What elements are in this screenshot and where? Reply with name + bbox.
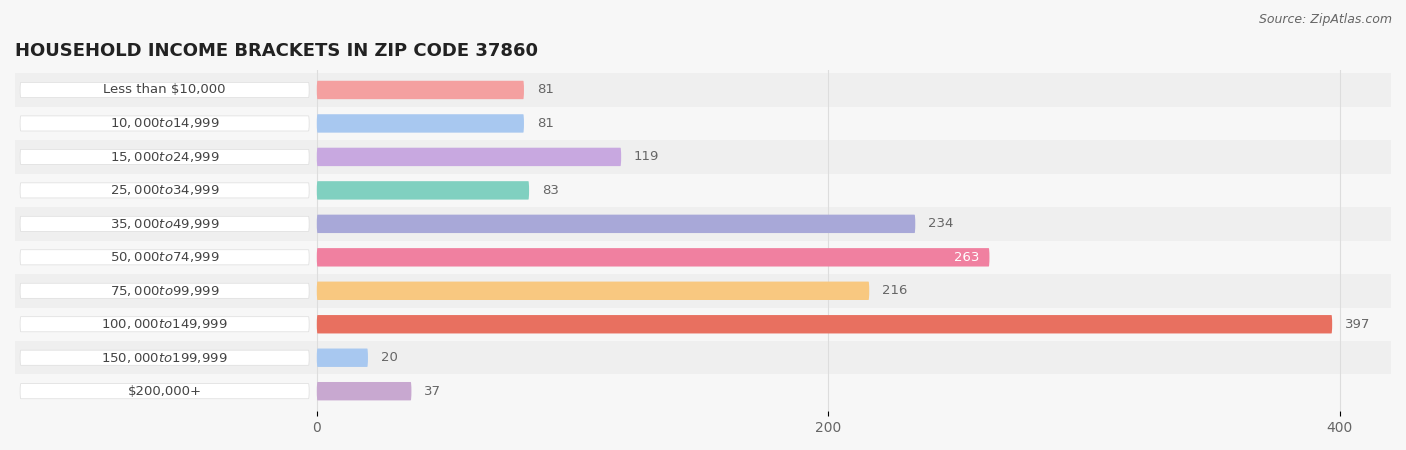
FancyBboxPatch shape: [316, 315, 1331, 333]
Text: $35,000 to $49,999: $35,000 to $49,999: [110, 217, 219, 231]
Text: 20: 20: [381, 351, 398, 364]
Bar: [15, 174, 1391, 207]
FancyBboxPatch shape: [316, 81, 524, 99]
FancyBboxPatch shape: [316, 348, 368, 367]
Text: $25,000 to $34,999: $25,000 to $34,999: [110, 184, 219, 198]
FancyBboxPatch shape: [316, 282, 869, 300]
Text: HOUSEHOLD INCOME BRACKETS IN ZIP CODE 37860: HOUSEHOLD INCOME BRACKETS IN ZIP CODE 37…: [15, 42, 538, 60]
Text: 263: 263: [953, 251, 979, 264]
Text: $75,000 to $99,999: $75,000 to $99,999: [110, 284, 219, 298]
Text: 397: 397: [1346, 318, 1371, 331]
Bar: [15, 140, 1391, 174]
Bar: [15, 341, 1391, 374]
FancyBboxPatch shape: [316, 181, 529, 200]
Bar: [15, 307, 1391, 341]
Text: $150,000 to $199,999: $150,000 to $199,999: [101, 351, 228, 365]
Text: $50,000 to $74,999: $50,000 to $74,999: [110, 250, 219, 264]
FancyBboxPatch shape: [316, 382, 412, 400]
Text: 81: 81: [537, 83, 554, 96]
FancyBboxPatch shape: [20, 283, 309, 298]
Text: 37: 37: [425, 385, 441, 398]
Bar: [15, 374, 1391, 408]
FancyBboxPatch shape: [20, 317, 309, 332]
FancyBboxPatch shape: [20, 250, 309, 265]
FancyBboxPatch shape: [316, 215, 915, 233]
FancyBboxPatch shape: [20, 183, 309, 198]
FancyBboxPatch shape: [316, 248, 990, 266]
Text: 81: 81: [537, 117, 554, 130]
Text: Source: ZipAtlas.com: Source: ZipAtlas.com: [1258, 14, 1392, 27]
Bar: [15, 241, 1391, 274]
FancyBboxPatch shape: [20, 384, 309, 399]
Bar: [15, 207, 1391, 241]
FancyBboxPatch shape: [316, 148, 621, 166]
Text: Less than $10,000: Less than $10,000: [104, 83, 226, 96]
Text: $200,000+: $200,000+: [128, 385, 201, 398]
Text: 83: 83: [541, 184, 558, 197]
FancyBboxPatch shape: [20, 149, 309, 164]
FancyBboxPatch shape: [20, 216, 309, 231]
Text: 234: 234: [928, 217, 953, 230]
FancyBboxPatch shape: [20, 350, 309, 365]
Text: $10,000 to $14,999: $10,000 to $14,999: [110, 117, 219, 130]
Bar: [15, 73, 1391, 107]
FancyBboxPatch shape: [316, 114, 524, 133]
Bar: [15, 107, 1391, 140]
Bar: [15, 274, 1391, 307]
Text: $100,000 to $149,999: $100,000 to $149,999: [101, 317, 228, 331]
Text: 119: 119: [634, 150, 659, 163]
FancyBboxPatch shape: [20, 116, 309, 131]
FancyBboxPatch shape: [20, 82, 309, 98]
Text: 216: 216: [882, 284, 907, 297]
Text: $15,000 to $24,999: $15,000 to $24,999: [110, 150, 219, 164]
